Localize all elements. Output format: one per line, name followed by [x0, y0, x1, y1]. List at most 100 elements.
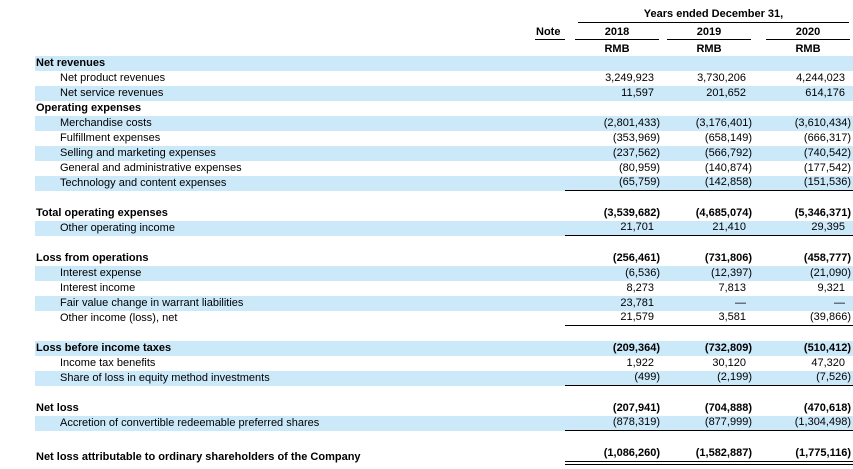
value-cell: (5,346,371) [794, 207, 851, 219]
value-cell: 3,730,206 [697, 72, 746, 84]
table-row: Selling and marketing expenses (237,562) (… [35, 146, 853, 161]
table-row: Total operating expenses (3,539,682) (4,68… [35, 206, 853, 221]
note-column-header: Note [535, 25, 565, 40]
rmb-label: RMB [795, 43, 821, 55]
table-row: Interest income 8,273 7,813 9,321 [35, 281, 853, 296]
spacer-row [35, 191, 853, 206]
value-cell: 11,597 [621, 87, 654, 99]
value-cell: (740,542) [803, 147, 851, 159]
value-cell: (470,618) [803, 402, 851, 414]
table-body: Net revenues Net product revenues 3,249,92… [35, 56, 853, 465]
row-label: Share of loss in equity method investmen… [60, 372, 270, 384]
value-cell: 9,321 [817, 282, 845, 294]
year-column-header: 2018 [565, 25, 662, 40]
year-column-header: 2019 [662, 25, 754, 40]
table-row: Net revenues [35, 56, 853, 71]
currency-header: RMB [754, 43, 853, 56]
value-cell: (732,809) [704, 342, 752, 354]
value-cell: (3,610,434) [794, 117, 851, 129]
value-cell: 1,922 [626, 357, 654, 369]
value-cell: — [834, 297, 845, 309]
row-label: Total operating expenses [36, 207, 168, 219]
value-cell: (80,959) [619, 162, 660, 174]
row-label: Net revenues [36, 57, 106, 69]
table-row: Other income (loss), net 21,579 3,581 (39,8… [35, 311, 853, 326]
value-cell: 4,244,023 [796, 72, 845, 84]
row-label: Net loss [36, 402, 79, 414]
table-row: Accretion of convertible redeemable pref… [35, 416, 853, 431]
years-ended-label: Years ended December 31, [578, 8, 849, 23]
table-row: General and administrative expenses (80,9… [35, 161, 853, 176]
spacer-row [35, 236, 853, 251]
currency-header: RMB [565, 43, 662, 56]
value-cell: (256,461) [612, 252, 660, 264]
year-column-header: 2020 [754, 25, 853, 40]
value-cell: (877,999) [662, 415, 754, 431]
row-label: Merchandise costs [60, 117, 152, 129]
table-row: Technology and content expenses (65,759)(… [35, 176, 853, 191]
value-cell: (3,539,682) [603, 207, 660, 219]
value-cell: 23,781 [620, 297, 654, 309]
value-cell: (209,364) [612, 342, 660, 354]
row-label: Selling and marketing expenses [60, 147, 216, 159]
financial-table: Years ended December 31, Note 2018 2019 … [35, 6, 853, 465]
table-header: Years ended December 31, Note 2018 2019 … [35, 6, 853, 56]
value-cell: (7,526) [754, 370, 853, 386]
value-cell: (1,775,116) [754, 446, 853, 465]
table-row: Loss from operations (256,461) (731,806) (4… [35, 251, 853, 266]
value-cell: 201,652 [706, 87, 746, 99]
value-cell: 7,813 [718, 282, 746, 294]
value-cell: (4,685,074) [695, 207, 752, 219]
table-row: Net service revenues 11,597 201,652 614,176 [35, 86, 853, 101]
rmb-label: RMB [696, 43, 722, 55]
value-cell: (237,562) [612, 147, 660, 159]
currency-header: RMB [662, 43, 754, 56]
value-cell: (666,317) [803, 132, 851, 144]
table-row: Interest expense (6,536) (12,397) (21,090) [35, 266, 853, 281]
table-row: Net loss attributable to ordinary shareh… [35, 446, 853, 465]
row-label: General and administrative expenses [60, 162, 242, 174]
value-cell: (3,176,401) [695, 117, 752, 129]
spacer-row [35, 386, 853, 401]
table-row: Income tax benefits 1,922 30,120 47,320 [35, 356, 853, 371]
table-row: Operating expenses [35, 101, 853, 116]
row-label: Loss from operations [36, 252, 149, 264]
value-cell: (177,542) [803, 162, 851, 174]
value-cell: 8,273 [626, 282, 654, 294]
value-cell: (12,397) [711, 267, 752, 279]
value-cell: (65,759) [565, 175, 662, 191]
value-cell: 30,120 [712, 357, 746, 369]
value-cell: (878,319) [565, 415, 662, 431]
row-label: Fair value change in warrant liabilities [60, 297, 244, 309]
value-cell: 29,395 [754, 220, 853, 236]
value-cell: (142,858) [662, 175, 754, 191]
row-label: Other operating income [60, 222, 175, 234]
value-cell: (2,199) [662, 370, 754, 386]
year-2020-label: 2020 [766, 25, 850, 40]
value-cell: 21,410 [662, 220, 754, 236]
table-row: Net product revenues 3,249,923 3,730,206 4,… [35, 71, 853, 86]
row-label: Other income (loss), net [60, 312, 178, 324]
value-cell: (140,874) [704, 162, 752, 174]
value-cell: (2,801,433) [603, 117, 660, 129]
table-row: Fulfillment expenses (353,969) (658,149) (6… [35, 131, 853, 146]
value-cell: (510,412) [803, 342, 851, 354]
rmb-label: RMB [604, 43, 630, 55]
value-cell: (1,304,498) [754, 415, 853, 431]
year-2018-label: 2018 [575, 25, 659, 40]
value-cell: 3,249,923 [605, 72, 654, 84]
row-label: Interest income [60, 282, 136, 294]
header-row-period: Years ended December 31, [35, 6, 853, 23]
value-cell: (21,090) [810, 267, 851, 279]
spacer-row [35, 326, 853, 341]
row-label: Interest expense [60, 267, 142, 279]
row-label: Income tax benefits [60, 357, 156, 369]
row-label: Accretion of convertible redeemable pref… [60, 417, 320, 429]
table-row: Loss before income taxes (209,364) (732,80… [35, 341, 853, 356]
value-cell: (207,941) [612, 402, 660, 414]
header-row-years: Note 2018 2019 2020 [35, 23, 853, 40]
value-cell: (1,582,887) [662, 446, 754, 465]
row-label: Net loss attributable to ordinary shareh… [36, 451, 361, 463]
row-label: Technology and content expenses [60, 177, 227, 189]
